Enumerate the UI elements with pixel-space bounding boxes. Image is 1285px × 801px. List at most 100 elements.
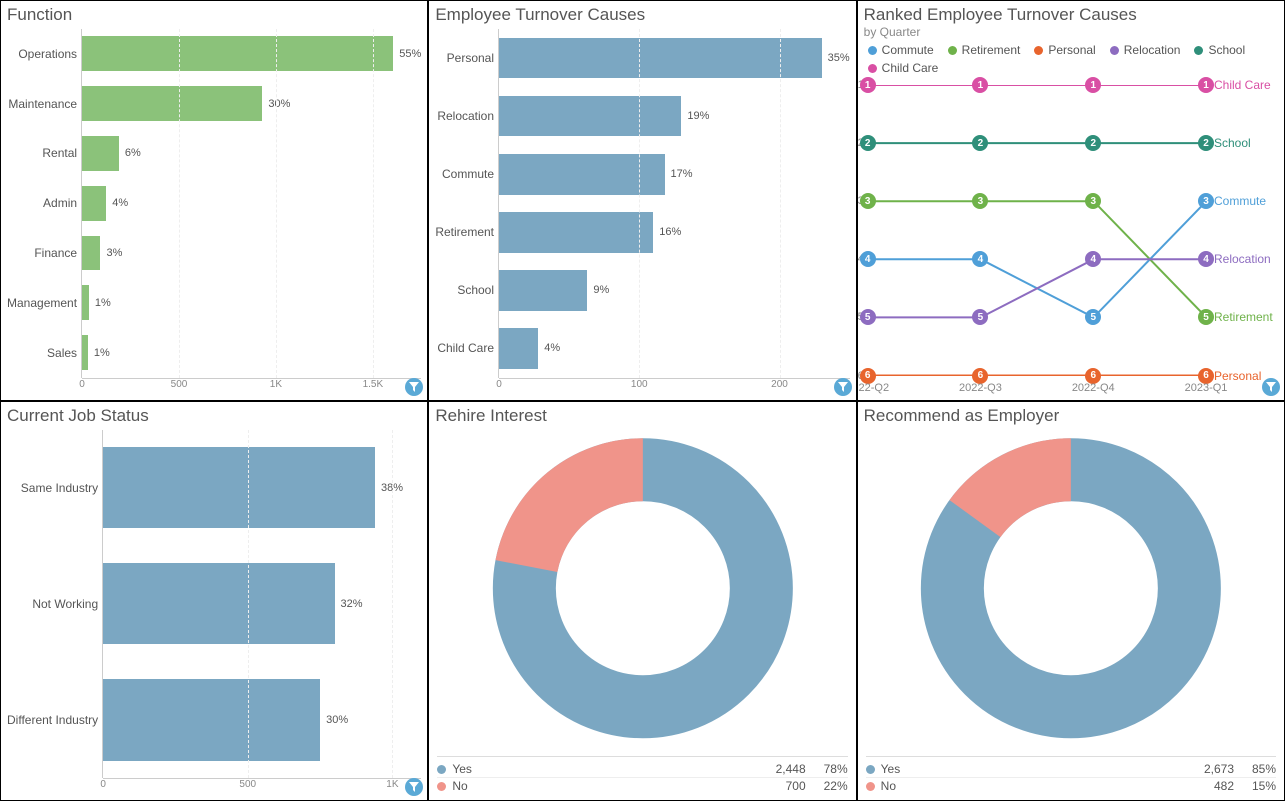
bump-node[interactable]: 5 bbox=[860, 309, 876, 325]
bar-value: 30% bbox=[268, 98, 290, 110]
bar-label: Commute bbox=[435, 167, 494, 181]
series-end-label: Retirement bbox=[1214, 310, 1273, 324]
bar[interactable] bbox=[103, 679, 320, 760]
bump-node[interactable]: 2 bbox=[1085, 135, 1101, 151]
bar[interactable] bbox=[82, 285, 89, 320]
bump-node[interactable]: 4 bbox=[1085, 251, 1101, 267]
legend-swatch bbox=[437, 782, 446, 791]
legend-label: Yes bbox=[881, 762, 1184, 776]
legend-pct: 22% bbox=[806, 779, 848, 793]
legend-label: Child Care bbox=[882, 61, 939, 75]
legend-swatch bbox=[866, 765, 875, 774]
series-end-label: Relocation bbox=[1214, 252, 1271, 266]
bar[interactable] bbox=[82, 186, 106, 221]
bar[interactable] bbox=[499, 212, 653, 253]
panel-function: Function OperationsMaintenanceRentalAdmi… bbox=[0, 0, 428, 401]
donut-chart[interactable] bbox=[879, 432, 1263, 745]
legend-row[interactable]: Yes2,44878% bbox=[437, 761, 847, 777]
legend-swatch bbox=[868, 46, 877, 55]
bump-node[interactable]: 5 bbox=[972, 309, 988, 325]
legend-item[interactable]: Relocation bbox=[1110, 43, 1181, 57]
filter-icon[interactable] bbox=[834, 378, 852, 396]
bar[interactable] bbox=[103, 447, 375, 528]
bar-value: 6% bbox=[125, 147, 141, 159]
turnover-chart: PersonalRelocationCommuteRetirementSchoo… bbox=[435, 29, 849, 378]
legend-row[interactable]: No48215% bbox=[866, 777, 1276, 794]
jobstatus-chart: Same IndustryNot WorkingDifferent Indust… bbox=[7, 430, 421, 779]
axis-tick: 1K bbox=[270, 379, 282, 390]
bar-value: 55% bbox=[399, 48, 421, 60]
bar-label: Rental bbox=[7, 146, 77, 160]
bump-node[interactable]: 1 bbox=[1085, 77, 1101, 93]
x-axis-label: 2023-Q1 bbox=[1185, 382, 1228, 394]
filter-icon[interactable] bbox=[405, 378, 423, 396]
bar[interactable] bbox=[103, 563, 334, 644]
legend-item[interactable]: Retirement bbox=[948, 43, 1021, 57]
bar[interactable] bbox=[499, 328, 538, 369]
x-axis-label: 2022-Q3 bbox=[959, 382, 1002, 394]
legend-row[interactable]: No70022% bbox=[437, 777, 847, 794]
bar[interactable] bbox=[82, 335, 88, 370]
bar[interactable] bbox=[499, 38, 822, 79]
bump-node[interactable]: 3 bbox=[1198, 193, 1214, 209]
bar[interactable] bbox=[82, 36, 393, 71]
bump-node[interactable]: 2 bbox=[1198, 135, 1214, 151]
bar-label: Child Care bbox=[435, 341, 494, 355]
legend-swatch bbox=[1110, 46, 1119, 55]
donut-chart[interactable] bbox=[451, 432, 835, 745]
bump-node[interactable]: 3 bbox=[972, 193, 988, 209]
bump-node[interactable]: 2 bbox=[972, 135, 988, 151]
filter-icon[interactable] bbox=[1262, 378, 1280, 396]
bar-label: Admin bbox=[7, 196, 77, 210]
bar[interactable] bbox=[499, 96, 681, 137]
bump-node[interactable]: 4 bbox=[860, 251, 876, 267]
bar-value: 19% bbox=[687, 110, 709, 122]
series-end-label: Personal bbox=[1214, 369, 1261, 383]
bump-node[interactable]: 2 bbox=[860, 135, 876, 151]
series-end-label: School bbox=[1214, 136, 1251, 150]
bump-node[interactable]: 1 bbox=[972, 77, 988, 93]
bar-value: 16% bbox=[659, 226, 681, 238]
recommend-donut bbox=[858, 432, 1284, 745]
legend-swatch bbox=[437, 765, 446, 774]
axis-tick: 0 bbox=[496, 379, 502, 390]
axis-tick: 100 bbox=[631, 379, 648, 390]
panel-title: Current Job Status bbox=[1, 402, 427, 426]
legend-swatch bbox=[866, 782, 875, 791]
panel-title: Rehire Interest bbox=[429, 402, 855, 426]
bump-node[interactable]: 1 bbox=[1198, 77, 1214, 93]
bump-node[interactable]: 3 bbox=[1085, 193, 1101, 209]
legend-swatch bbox=[868, 64, 877, 73]
bar[interactable] bbox=[499, 270, 587, 311]
legend-label: Yes bbox=[452, 762, 755, 776]
legend-item[interactable]: School bbox=[1194, 43, 1245, 57]
bar[interactable] bbox=[82, 136, 119, 171]
legend-swatch bbox=[948, 46, 957, 55]
bar-value: 35% bbox=[828, 52, 850, 64]
bar-label: School bbox=[435, 283, 494, 297]
legend-count: 482 bbox=[1184, 779, 1234, 793]
legend-label: Personal bbox=[1048, 43, 1095, 57]
legend-row[interactable]: Yes2,67385% bbox=[866, 761, 1276, 777]
bar[interactable] bbox=[82, 236, 100, 271]
bar-label: Different Industry bbox=[7, 713, 98, 727]
panel-title: Employee Turnover Causes bbox=[429, 1, 855, 25]
dashboard-grid: Function OperationsMaintenanceRentalAdmi… bbox=[0, 0, 1285, 801]
axis-tick: 1.5K bbox=[363, 379, 384, 390]
bump-plot: 123456445333356666554422221111Child Care… bbox=[868, 85, 1206, 376]
bump-node[interactable]: 3 bbox=[860, 193, 876, 209]
bump-node[interactable]: 5 bbox=[1198, 309, 1214, 325]
axis-tick: 500 bbox=[171, 379, 188, 390]
panel-turnover: Employee Turnover Causes PersonalRelocat… bbox=[428, 0, 856, 401]
legend-item[interactable]: Child Care bbox=[868, 61, 939, 75]
legend-item[interactable]: Personal bbox=[1034, 43, 1095, 57]
bump-node[interactable]: 4 bbox=[1198, 251, 1214, 267]
bar-value: 9% bbox=[593, 284, 609, 296]
bump-node[interactable]: 5 bbox=[1085, 309, 1101, 325]
legend-item[interactable]: Commute bbox=[868, 43, 934, 57]
bump-node[interactable]: 4 bbox=[972, 251, 988, 267]
bump-node[interactable]: 1 bbox=[860, 77, 876, 93]
legend-swatch bbox=[1034, 46, 1043, 55]
legend-label: No bbox=[452, 779, 755, 793]
bar[interactable] bbox=[82, 86, 262, 121]
